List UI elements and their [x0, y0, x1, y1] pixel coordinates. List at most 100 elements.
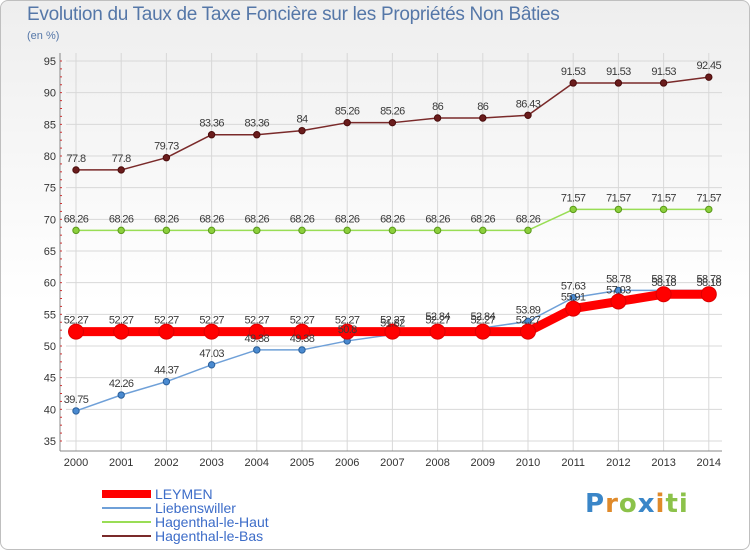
legend-label: Liebenswiller — [155, 500, 236, 516]
x-tick-label: 2000 — [64, 457, 88, 469]
data-label: 57.63 — [561, 281, 586, 293]
x-tick-label: 2005 — [290, 457, 314, 469]
data-label: 49.38 — [245, 333, 270, 345]
data-label: 68.26 — [471, 213, 496, 225]
data-label: 57.03 — [606, 284, 631, 296]
data-label: 68.26 — [516, 213, 541, 225]
data-point-1 — [298, 346, 306, 354]
data-point-3 — [253, 131, 261, 139]
data-point-3 — [569, 79, 577, 87]
data-point-0 — [520, 323, 536, 340]
data-label: 52.84 — [425, 311, 450, 323]
data-point-0 — [610, 293, 627, 310]
data-label: 85.26 — [380, 106, 405, 118]
x-tick-label: 2008 — [425, 457, 449, 469]
data-label: 92.45 — [697, 60, 722, 72]
data-label: 68.26 — [335, 213, 360, 225]
y-tick-label: 70 — [44, 214, 56, 226]
data-label: 44.37 — [154, 365, 179, 377]
data-label: 68.26 — [380, 213, 405, 225]
chart-title: Evolution du Taux de Taxe Foncière sur l… — [27, 4, 560, 25]
y-tick-label: 35 — [44, 436, 56, 448]
data-point-3 — [298, 126, 306, 135]
legend-label: Hagenthal-le-Bas — [155, 528, 263, 544]
data-point-3 — [659, 79, 668, 87]
data-point-1 — [117, 391, 125, 399]
data-label: 52.27 — [516, 315, 541, 327]
data-point-2 — [433, 226, 442, 235]
data-label: 77.8 — [112, 153, 131, 165]
data-point-0 — [294, 323, 310, 340]
data-point-0 — [384, 323, 401, 340]
data-point-1 — [162, 377, 171, 386]
data-point-0 — [248, 323, 265, 340]
axis-layer: 35 40 45 50 55 60 65 70 75 80 85 90 95 2000 2001 2002 20… — [44, 53, 722, 469]
data-point-3 — [162, 154, 171, 162]
data-label: 68.26 — [425, 213, 450, 225]
x-tick-label: 2012 — [606, 457, 630, 469]
data-point-2 — [524, 226, 532, 235]
data-label: 77.8 — [66, 153, 85, 165]
data-label: 68.26 — [245, 213, 270, 225]
data-point-3 — [479, 114, 487, 122]
data-point-0 — [429, 323, 446, 340]
data-point-2 — [614, 205, 623, 214]
data-point-2 — [207, 226, 216, 235]
data-label: 53.89 — [516, 304, 541, 316]
data-point-0 — [700, 286, 717, 303]
data-label: 86.43 — [516, 98, 541, 110]
data-label: 71.57 — [606, 192, 631, 204]
data-label: 58.78 — [606, 273, 631, 285]
data-label: 68.26 — [154, 213, 179, 225]
data-point-2 — [705, 205, 713, 214]
x-tick-label: 2001 — [109, 457, 133, 469]
data-label: 58.78 — [651, 273, 676, 285]
data-label: 68.26 — [199, 213, 224, 225]
x-tick-label: 2003 — [199, 457, 223, 469]
data-label: 52.27 — [380, 315, 405, 327]
x-tick-label: 2002 — [154, 457, 178, 469]
data-point-0 — [158, 323, 175, 340]
x-tick-label: 2006 — [335, 457, 359, 469]
y-tick-label: 50 — [44, 341, 56, 353]
data-point-3 — [524, 111, 532, 119]
data-label: 86 — [477, 101, 489, 113]
legend-label: Hagenthal-le-Haut — [155, 514, 269, 530]
data-point-0 — [339, 323, 356, 340]
data-label: 52.27 — [245, 315, 270, 327]
data-point-2 — [569, 205, 577, 214]
data-point-3 — [343, 118, 351, 127]
data-label: 58.18 — [697, 277, 722, 289]
y-tick-label: 75 — [44, 183, 56, 195]
data-label: 42.26 — [109, 378, 134, 390]
data-point-0 — [474, 323, 491, 340]
data-label: 49.38 — [290, 333, 315, 345]
data-point-3 — [705, 73, 713, 81]
proxiti-logo: Proxiti — [585, 489, 689, 519]
data-label-layer: 77.8 77.8 79.73 83.36 83.36 84 85.26 85.26 86 86 8… — [64, 60, 722, 406]
data-point-2 — [298, 226, 306, 235]
data-label: 52.27 — [290, 315, 315, 327]
data-label: 91.53 — [651, 66, 676, 78]
data-point-1 — [207, 361, 216, 369]
data-label: 39.75 — [64, 394, 89, 406]
data-label: 71.57 — [697, 192, 722, 204]
x-tick-label: 2009 — [471, 457, 495, 469]
data-point-3 — [207, 131, 216, 139]
data-label: 91.53 — [606, 66, 631, 78]
data-label: 52.84 — [471, 311, 496, 323]
x-tick-label: 2011 — [561, 457, 585, 469]
data-point-1 — [253, 346, 261, 354]
data-label: 91.53 — [561, 66, 586, 78]
data-label: 68.26 — [64, 213, 89, 225]
data-point-2 — [479, 226, 487, 235]
data-label: 50.8 — [338, 324, 357, 336]
data-label: 68.26 — [290, 213, 315, 225]
data-label: 83.36 — [245, 118, 270, 130]
data-label: 58.18 — [651, 277, 676, 289]
data-point-3 — [614, 79, 623, 87]
data-label: 71.57 — [651, 192, 676, 204]
y-tick-label: 40 — [44, 404, 56, 416]
data-point-2 — [72, 226, 80, 235]
